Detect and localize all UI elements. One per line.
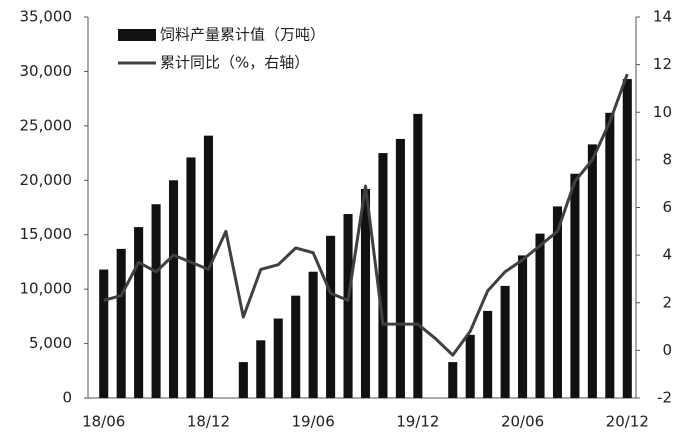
bar [116, 248, 126, 398]
legend-swatch [118, 29, 156, 41]
bar [99, 269, 109, 398]
y2-tick-label: 14 [653, 8, 672, 26]
y-tick-label: 15,000 [20, 225, 73, 243]
y-tick-label: 35,000 [20, 8, 73, 26]
x-tick-label: 19/12 [396, 413, 439, 431]
x-tick-label: 20/06 [501, 413, 544, 431]
y-tick-label: 5,000 [29, 334, 72, 352]
x-tick-label: 20/12 [606, 413, 649, 431]
bar [448, 362, 458, 398]
y-tick-label: 20,000 [20, 171, 73, 189]
line [103, 73, 629, 357]
bar [308, 271, 318, 398]
bar [291, 295, 301, 398]
bar [587, 144, 597, 398]
bar [134, 227, 144, 398]
bar [465, 334, 475, 398]
bar [256, 340, 266, 398]
x-tick-label: 18/06 [82, 413, 125, 431]
bar [483, 310, 493, 398]
y2-tick-label: 12 [653, 55, 672, 73]
y-tick-label: 0 [62, 389, 72, 407]
bar [273, 318, 283, 398]
y-tick-label: 10,000 [20, 280, 73, 298]
y2-tick-label: 2 [662, 293, 672, 311]
y-tick-label: 30,000 [20, 62, 73, 80]
y-tick-label: 25,000 [20, 116, 73, 134]
bar [500, 285, 510, 398]
bar [552, 206, 563, 398]
bar [605, 112, 615, 399]
y2-tick-label: -2 [657, 389, 672, 407]
bar [570, 173, 580, 398]
y2-tick-label: 4 [662, 246, 672, 264]
legend-label: 饲料产量累计值（万吨） [160, 26, 325, 44]
y2-tick-label: 10 [653, 103, 672, 121]
bar [622, 79, 632, 398]
y2-tick-label: 0 [662, 341, 672, 359]
bar [395, 138, 405, 399]
bar [151, 204, 161, 398]
bar [360, 188, 371, 398]
bar [326, 235, 336, 398]
bar [168, 180, 179, 398]
bar [535, 233, 545, 398]
x-tick-label: 18/12 [187, 413, 230, 431]
bar [518, 255, 528, 398]
bar [186, 157, 196, 398]
y2-tick-label: 6 [662, 198, 672, 216]
bar [343, 214, 353, 398]
bar [413, 113, 423, 398]
bar [238, 362, 248, 398]
x-tick-label: 19/06 [292, 413, 335, 431]
bar [378, 153, 388, 398]
y2-tick-label: 8 [662, 150, 672, 168]
legend-label: 累计同比（%，右轴） [160, 54, 309, 72]
